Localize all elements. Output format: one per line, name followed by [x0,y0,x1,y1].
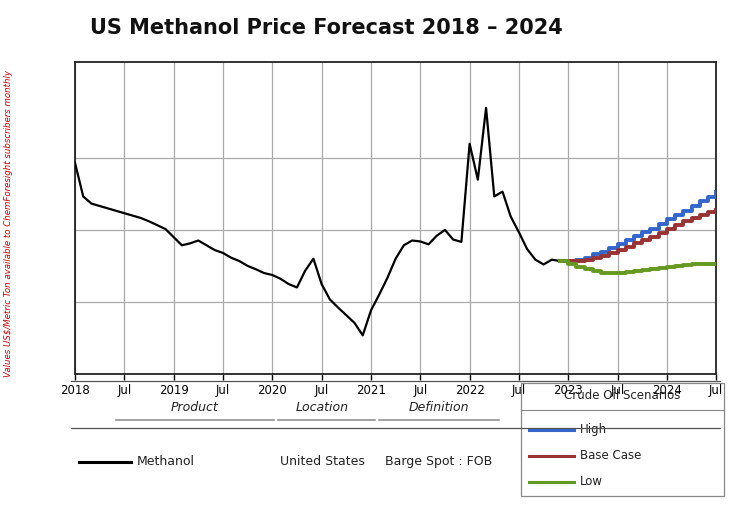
Text: Crude Oil Scenarios: Crude Oil Scenarios [564,389,681,403]
Text: Location: Location [296,401,349,414]
Text: Product: Product [171,401,219,414]
Text: High: High [580,423,607,436]
Text: Definition: Definition [409,401,469,414]
Text: Base Case: Base Case [580,449,641,462]
Text: Low: Low [580,475,603,488]
Text: US Methanol Price Forecast 2018 – 2024: US Methanol Price Forecast 2018 – 2024 [90,18,562,38]
Text: Methanol: Methanol [137,455,195,469]
Text: United States: United States [280,455,365,469]
Text: Values US$/Metric Ton available to ChemForesight subscribers monthly: Values US$/Metric Ton available to ChemF… [4,70,13,377]
Text: Barge Spot : FOB: Barge Spot : FOB [386,455,492,469]
